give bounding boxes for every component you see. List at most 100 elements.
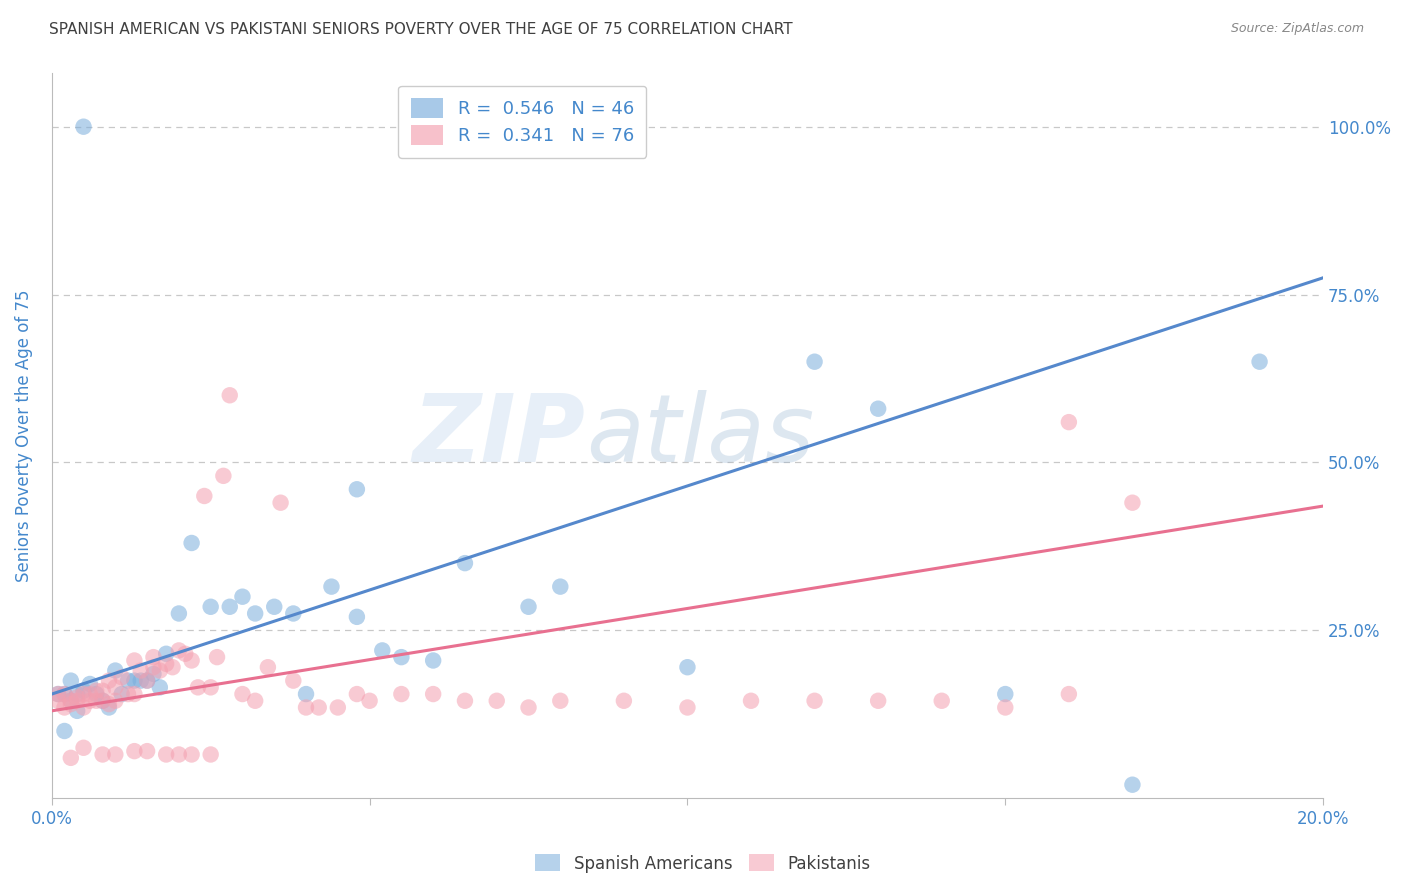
Point	[155, 647, 177, 661]
Point	[326, 700, 349, 714]
Point	[79, 687, 101, 701]
Point	[53, 687, 76, 701]
Point	[142, 660, 165, 674]
Point	[243, 694, 266, 708]
Point	[295, 700, 318, 714]
Point	[84, 687, 107, 701]
Point	[155, 657, 177, 671]
Point	[359, 694, 381, 708]
Point	[180, 747, 202, 762]
Point	[59, 694, 82, 708]
Point	[422, 653, 444, 667]
Point	[270, 496, 292, 510]
Point	[218, 388, 240, 402]
Point	[994, 687, 1017, 701]
Point	[167, 643, 190, 657]
Point	[200, 747, 222, 762]
Point	[66, 690, 89, 705]
Point	[200, 599, 222, 614]
Point	[104, 694, 127, 708]
Point	[994, 700, 1017, 714]
Point	[212, 468, 235, 483]
Point	[371, 643, 394, 657]
Point	[72, 700, 94, 714]
Point	[46, 694, 69, 708]
Point	[124, 653, 146, 667]
Point	[389, 650, 412, 665]
Point	[187, 681, 209, 695]
Point	[84, 683, 107, 698]
Point	[111, 670, 134, 684]
Legend: Spanish Americans, Pakistanis: Spanish Americans, Pakistanis	[529, 847, 877, 880]
Point	[803, 354, 825, 368]
Legend: R =  0.546   N = 46, R =  0.341   N = 76: R = 0.546 N = 46, R = 0.341 N = 76	[398, 86, 647, 158]
Point	[1249, 354, 1271, 368]
Text: atlas: atlas	[586, 390, 814, 481]
Point	[167, 747, 190, 762]
Point	[205, 650, 228, 665]
Point	[200, 681, 222, 695]
Point	[550, 580, 572, 594]
Point	[149, 664, 172, 678]
Text: SPANISH AMERICAN VS PAKISTANI SENIORS POVERTY OVER THE AGE OF 75 CORRELATION CHA: SPANISH AMERICAN VS PAKISTANI SENIORS PO…	[49, 22, 793, 37]
Point	[676, 700, 699, 714]
Point	[46, 687, 69, 701]
Point	[104, 747, 127, 762]
Point	[111, 687, 134, 701]
Point	[91, 694, 114, 708]
Point	[46, 687, 69, 701]
Point	[263, 599, 285, 614]
Point	[117, 687, 139, 701]
Y-axis label: Seniors Poverty Over the Age of 75: Seniors Poverty Over the Age of 75	[15, 289, 32, 582]
Point	[180, 536, 202, 550]
Point	[454, 556, 477, 570]
Point	[72, 687, 94, 701]
Point	[346, 483, 368, 497]
Point	[283, 607, 305, 621]
Point	[97, 700, 120, 714]
Point	[72, 740, 94, 755]
Point	[321, 580, 343, 594]
Point	[59, 751, 82, 765]
Point	[346, 687, 368, 701]
Point	[868, 694, 890, 708]
Point	[803, 694, 825, 708]
Point	[53, 700, 76, 714]
Point	[129, 673, 152, 688]
Point	[72, 683, 94, 698]
Point	[1057, 415, 1080, 429]
Point	[59, 694, 82, 708]
Point	[136, 673, 159, 688]
Point	[740, 694, 762, 708]
Point	[104, 664, 127, 678]
Point	[142, 650, 165, 665]
Point	[231, 687, 253, 701]
Point	[517, 700, 540, 714]
Point	[97, 697, 120, 711]
Point	[868, 401, 890, 416]
Point	[454, 694, 477, 708]
Point	[218, 599, 240, 614]
Point	[308, 700, 330, 714]
Point	[59, 697, 82, 711]
Text: ZIP: ZIP	[413, 390, 586, 482]
Point	[136, 744, 159, 758]
Point	[124, 687, 146, 701]
Point	[66, 694, 89, 708]
Point	[84, 694, 107, 708]
Point	[346, 610, 368, 624]
Point	[193, 489, 215, 503]
Point	[517, 599, 540, 614]
Point	[231, 590, 253, 604]
Point	[1121, 778, 1143, 792]
Point	[117, 673, 139, 688]
Point	[149, 681, 172, 695]
Point	[174, 647, 197, 661]
Point	[136, 673, 159, 688]
Point	[104, 681, 127, 695]
Point	[295, 687, 318, 701]
Point	[243, 607, 266, 621]
Point	[283, 673, 305, 688]
Text: Source: ZipAtlas.com: Source: ZipAtlas.com	[1230, 22, 1364, 36]
Point	[389, 687, 412, 701]
